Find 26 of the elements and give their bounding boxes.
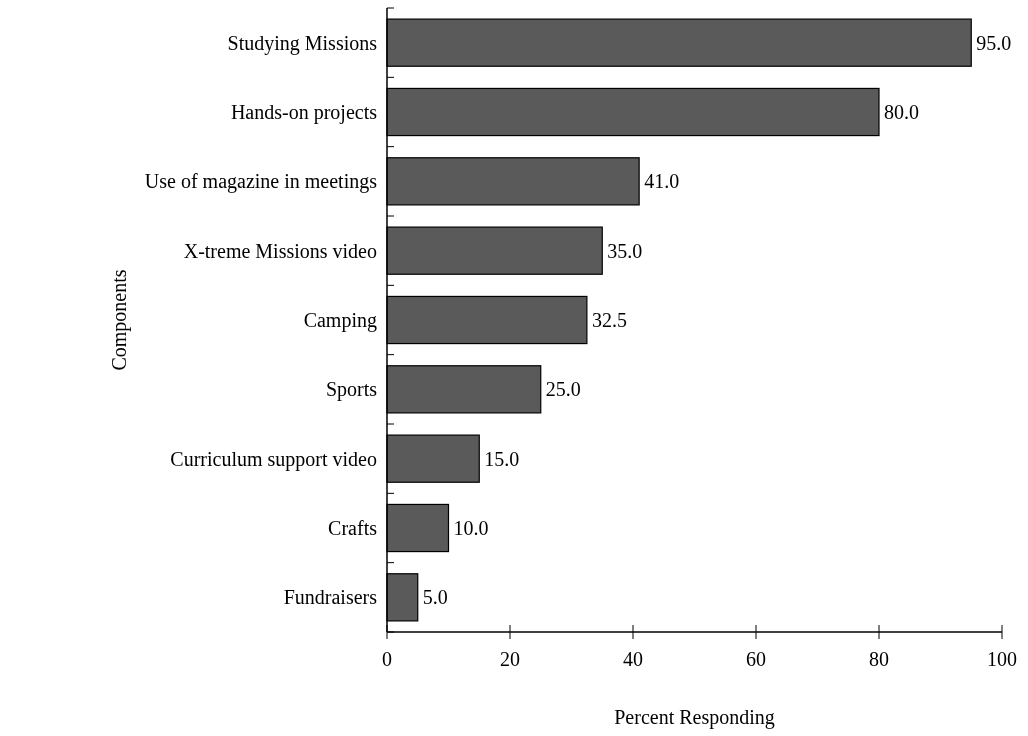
y-tick-label: Fundraisers: [283, 586, 378, 609]
x-axis-title: Percent Responding: [614, 706, 775, 729]
y-tick-label: Use of magazine in meetings: [144, 170, 378, 194]
x-tick-label: 60: [746, 648, 766, 670]
data-label: 10.0: [453, 517, 489, 539]
data-label: 80.0: [884, 101, 919, 123]
data-label: 25.0: [545, 378, 581, 401]
y-tick-label: Sports: [325, 378, 378, 402]
data-label: 15.0: [484, 447, 520, 470]
y-axis-title: Components: [108, 269, 131, 371]
x-tick-label: 40: [623, 648, 643, 670]
x-tick-label: 0: [382, 648, 392, 670]
data-label: 41.0: [644, 170, 680, 193]
y-tick-label: Crafts: [328, 517, 378, 539]
data-label: 35.0: [607, 239, 643, 262]
data-label: 5.0: [422, 586, 448, 609]
data-label: 95.0: [976, 31, 1012, 54]
x-tick-label: 20: [500, 648, 520, 670]
y-tick-label: Studying Missions: [227, 31, 378, 55]
y-tick-label: Camping: [303, 309, 377, 332]
y-tick-label: Curriculum support video: [170, 447, 377, 471]
y-tick-label: Hands-on projects: [230, 101, 378, 124]
x-tick-label: 80: [869, 648, 889, 670]
x-tick-label: 100: [987, 648, 1017, 670]
data-label: 32.5: [591, 309, 627, 331]
y-tick-label: X-treme Missions video: [183, 239, 377, 262]
